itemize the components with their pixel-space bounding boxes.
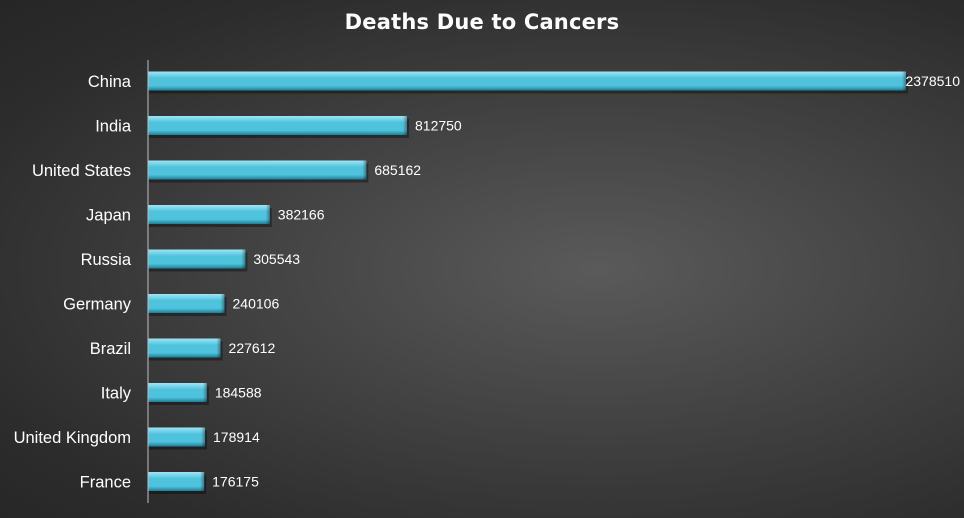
category-label: Italy — [101, 385, 132, 403]
category-label: United States — [32, 162, 131, 180]
bar-body — [148, 249, 246, 269]
bar-end-bevel — [403, 116, 408, 135]
bar — [148, 427, 208, 450]
value-label: 305543 — [253, 251, 300, 267]
bar — [148, 71, 908, 94]
value-label: 382166 — [278, 207, 325, 223]
value-label: 227612 — [229, 340, 276, 356]
bar — [148, 294, 227, 316]
bar — [148, 472, 207, 494]
category-label: Brazil — [90, 340, 131, 358]
bar-body — [148, 427, 206, 447]
value-label: 176175 — [212, 474, 259, 490]
bar-body — [148, 472, 205, 491]
value-label: 240106 — [233, 296, 280, 312]
bar-body — [148, 116, 408, 135]
bar-body — [148, 160, 367, 180]
bar-end-bevel — [902, 71, 906, 91]
value-label: 184588 — [215, 385, 262, 401]
bar — [148, 249, 248, 272]
value-label: 2378510 — [905, 73, 960, 89]
bar — [148, 383, 209, 405]
bar-body — [148, 294, 225, 313]
value-label: 178914 — [213, 429, 260, 445]
value-label: 812750 — [415, 118, 462, 134]
category-label: Germany — [63, 296, 132, 314]
bar-end-bevel — [362, 160, 367, 180]
bar-body — [148, 205, 270, 224]
bar — [148, 116, 410, 138]
category-label: India — [95, 118, 132, 136]
category-label: China — [88, 73, 132, 91]
bar — [148, 160, 369, 183]
bar-end-bevel — [200, 472, 205, 491]
bar-body — [148, 71, 906, 91]
category-label: Russia — [81, 251, 132, 269]
bar-end-bevel — [241, 249, 246, 269]
bar-end-bevel — [265, 205, 270, 224]
category-label: France — [80, 474, 131, 492]
category-label: United Kingdom — [14, 429, 131, 447]
bar-body — [148, 383, 207, 402]
bar-end-bevel — [216, 338, 221, 358]
value-label: 685162 — [374, 162, 421, 178]
bar — [148, 338, 223, 361]
bar-body — [148, 338, 221, 358]
bar-end-bevel — [201, 427, 206, 447]
chart-title: Deaths Due to Cancers — [344, 10, 620, 34]
bar-end-bevel — [202, 383, 207, 402]
bar — [148, 205, 272, 227]
bar-end-bevel — [220, 294, 225, 313]
category-label: Japan — [86, 207, 131, 225]
